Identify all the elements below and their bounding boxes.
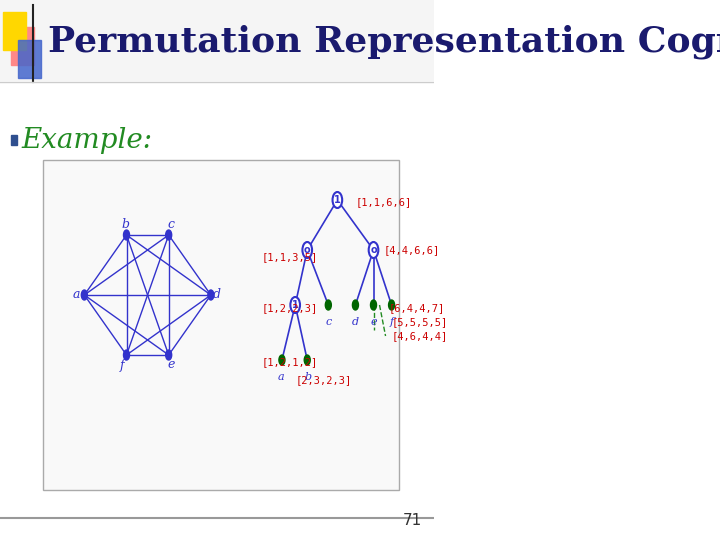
Circle shape bbox=[325, 300, 331, 310]
Text: f: f bbox=[120, 359, 124, 372]
Bar bbox=[43, 160, 399, 490]
Circle shape bbox=[371, 300, 377, 310]
Text: [2,3,2,3]: [2,3,2,3] bbox=[295, 375, 351, 385]
Bar bbox=[3, 12, 26, 50]
Circle shape bbox=[352, 300, 359, 310]
Text: a: a bbox=[72, 288, 80, 301]
Text: o: o bbox=[304, 245, 310, 255]
Text: 71: 71 bbox=[402, 513, 422, 528]
Text: [6,4,4,7]: [6,4,4,7] bbox=[389, 303, 445, 313]
Text: [5,5,5,5]: [5,5,5,5] bbox=[392, 317, 448, 327]
Circle shape bbox=[369, 242, 378, 258]
Text: [1,1,3,5]: [1,1,3,5] bbox=[262, 252, 318, 262]
Text: f: f bbox=[390, 317, 394, 327]
Circle shape bbox=[124, 350, 130, 360]
Circle shape bbox=[333, 192, 342, 208]
Circle shape bbox=[279, 355, 285, 365]
Bar bbox=[11, 27, 34, 65]
Circle shape bbox=[208, 290, 214, 300]
Text: 1: 1 bbox=[292, 300, 299, 310]
Circle shape bbox=[305, 355, 310, 365]
Circle shape bbox=[81, 290, 87, 300]
Text: a: a bbox=[277, 372, 284, 382]
Text: o: o bbox=[370, 245, 377, 255]
Bar bbox=[11, 135, 17, 145]
Circle shape bbox=[389, 300, 395, 310]
Circle shape bbox=[124, 230, 130, 240]
Text: [1,2,1,2]: [1,2,1,2] bbox=[262, 357, 318, 367]
Text: e: e bbox=[370, 317, 377, 327]
Text: 1: 1 bbox=[334, 195, 341, 205]
Text: Permutation Representation Cographs: Permutation Representation Cographs bbox=[48, 25, 720, 59]
Text: [1,1,6,6]: [1,1,6,6] bbox=[356, 197, 412, 207]
Text: b: b bbox=[121, 219, 130, 232]
Circle shape bbox=[302, 242, 312, 258]
Text: e: e bbox=[168, 359, 175, 372]
Circle shape bbox=[166, 230, 171, 240]
Text: b: b bbox=[305, 372, 312, 382]
Bar bbox=[18, 40, 41, 78]
Text: c: c bbox=[325, 317, 331, 327]
Text: [4,4,6,6]: [4,4,6,6] bbox=[384, 245, 440, 255]
Bar bbox=[0, 0, 433, 80]
Circle shape bbox=[166, 350, 171, 360]
Text: Example:: Example: bbox=[22, 126, 153, 153]
Text: [4,6,4,4]: [4,6,4,4] bbox=[392, 331, 448, 341]
Text: [1,2,2,3]: [1,2,2,3] bbox=[262, 303, 318, 313]
Text: d: d bbox=[352, 317, 359, 327]
Text: d: d bbox=[213, 288, 221, 301]
Text: c: c bbox=[168, 219, 174, 232]
Circle shape bbox=[290, 297, 300, 313]
